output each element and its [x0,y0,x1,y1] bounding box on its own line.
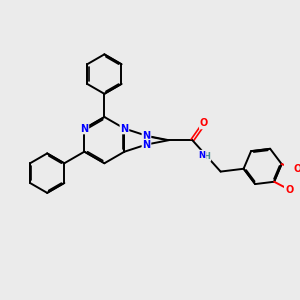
Text: N: N [80,124,88,134]
Text: N: N [198,151,206,160]
Text: O: O [200,118,208,128]
Text: N: N [120,124,128,134]
Text: O: O [294,164,300,174]
Text: O: O [285,185,293,195]
Text: N: N [142,140,151,149]
Text: N: N [142,131,151,141]
Text: H: H [204,152,211,161]
